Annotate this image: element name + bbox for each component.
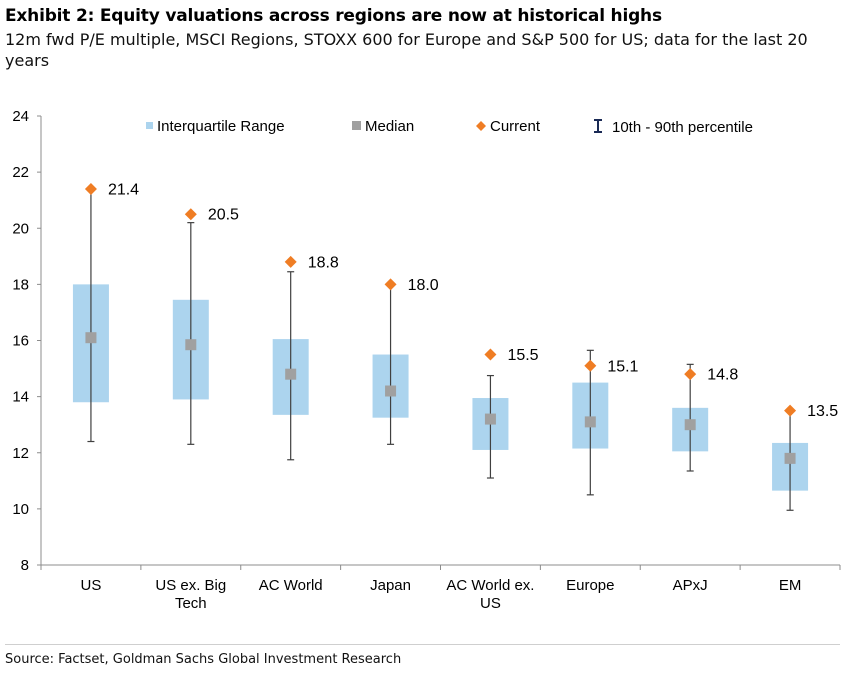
current-value-label: 14.8 bbox=[707, 367, 738, 384]
legend-label-current: Current bbox=[490, 118, 541, 135]
current-marker bbox=[284, 255, 297, 268]
y-tick-label: 18 bbox=[12, 276, 29, 293]
legend-label-percentile: 10th - 90th percentile bbox=[612, 119, 753, 136]
current-marker bbox=[584, 359, 597, 372]
y-tick-label: 16 bbox=[12, 333, 29, 350]
source-note: Source: Factset, Goldman Sachs Global In… bbox=[5, 652, 402, 667]
current-marker bbox=[684, 368, 697, 381]
legend-swatch-current bbox=[476, 121, 486, 131]
legend-swatch-interquartile bbox=[146, 122, 153, 129]
median-marker bbox=[684, 419, 696, 431]
current-marker bbox=[784, 404, 797, 417]
x-category-label: AC World ex. bbox=[446, 577, 534, 594]
median-marker bbox=[85, 332, 97, 344]
median-marker bbox=[185, 339, 197, 351]
current-value-label: 13.5 bbox=[807, 403, 838, 420]
y-tick-label: 24 bbox=[12, 108, 29, 125]
legend-label-median: Median bbox=[365, 118, 414, 135]
x-category-label: US ex. Big bbox=[155, 577, 226, 594]
median-marker bbox=[385, 385, 397, 397]
y-tick-label: 12 bbox=[12, 445, 29, 462]
y-tick-label: 20 bbox=[12, 220, 29, 237]
current-marker bbox=[84, 182, 97, 195]
current-value-label: 18.0 bbox=[408, 277, 439, 294]
x-category-label: EM bbox=[779, 577, 802, 594]
median-marker bbox=[285, 368, 297, 380]
x-category-label: Tech bbox=[175, 595, 207, 612]
x-category-label: US bbox=[480, 595, 501, 612]
legend-swatch-median bbox=[352, 121, 361, 130]
x-category-label: Japan bbox=[370, 577, 411, 594]
median-marker bbox=[584, 416, 596, 428]
y-tick-label: 10 bbox=[12, 501, 29, 518]
current-value-label: 20.5 bbox=[208, 207, 239, 224]
median-marker bbox=[784, 452, 796, 464]
x-category-label: US bbox=[81, 577, 102, 594]
y-tick-label: 8 bbox=[21, 557, 29, 574]
x-category-label: AC World bbox=[259, 577, 323, 594]
chart-title: Exhibit 2: Equity valuations across regi… bbox=[5, 6, 662, 26]
x-category-label: Europe bbox=[566, 577, 614, 594]
legend-label-interquartile: Interquartile Range bbox=[157, 118, 285, 135]
median-marker bbox=[484, 413, 496, 425]
current-marker bbox=[384, 278, 397, 291]
footer-divider bbox=[5, 644, 840, 645]
current-marker bbox=[484, 348, 497, 361]
y-tick-label: 14 bbox=[12, 389, 29, 406]
current-value-label: 18.8 bbox=[308, 254, 339, 271]
x-category-label: APxJ bbox=[673, 577, 708, 594]
current-value-label: 15.1 bbox=[607, 358, 638, 375]
chart-subtitle: 12m fwd P/E multiple, MSCI Regions, STOX… bbox=[5, 30, 808, 70]
current-value-label: 15.5 bbox=[507, 347, 538, 364]
y-tick-label: 22 bbox=[12, 164, 29, 181]
current-value-label: 21.4 bbox=[108, 181, 139, 198]
current-marker bbox=[184, 208, 197, 221]
